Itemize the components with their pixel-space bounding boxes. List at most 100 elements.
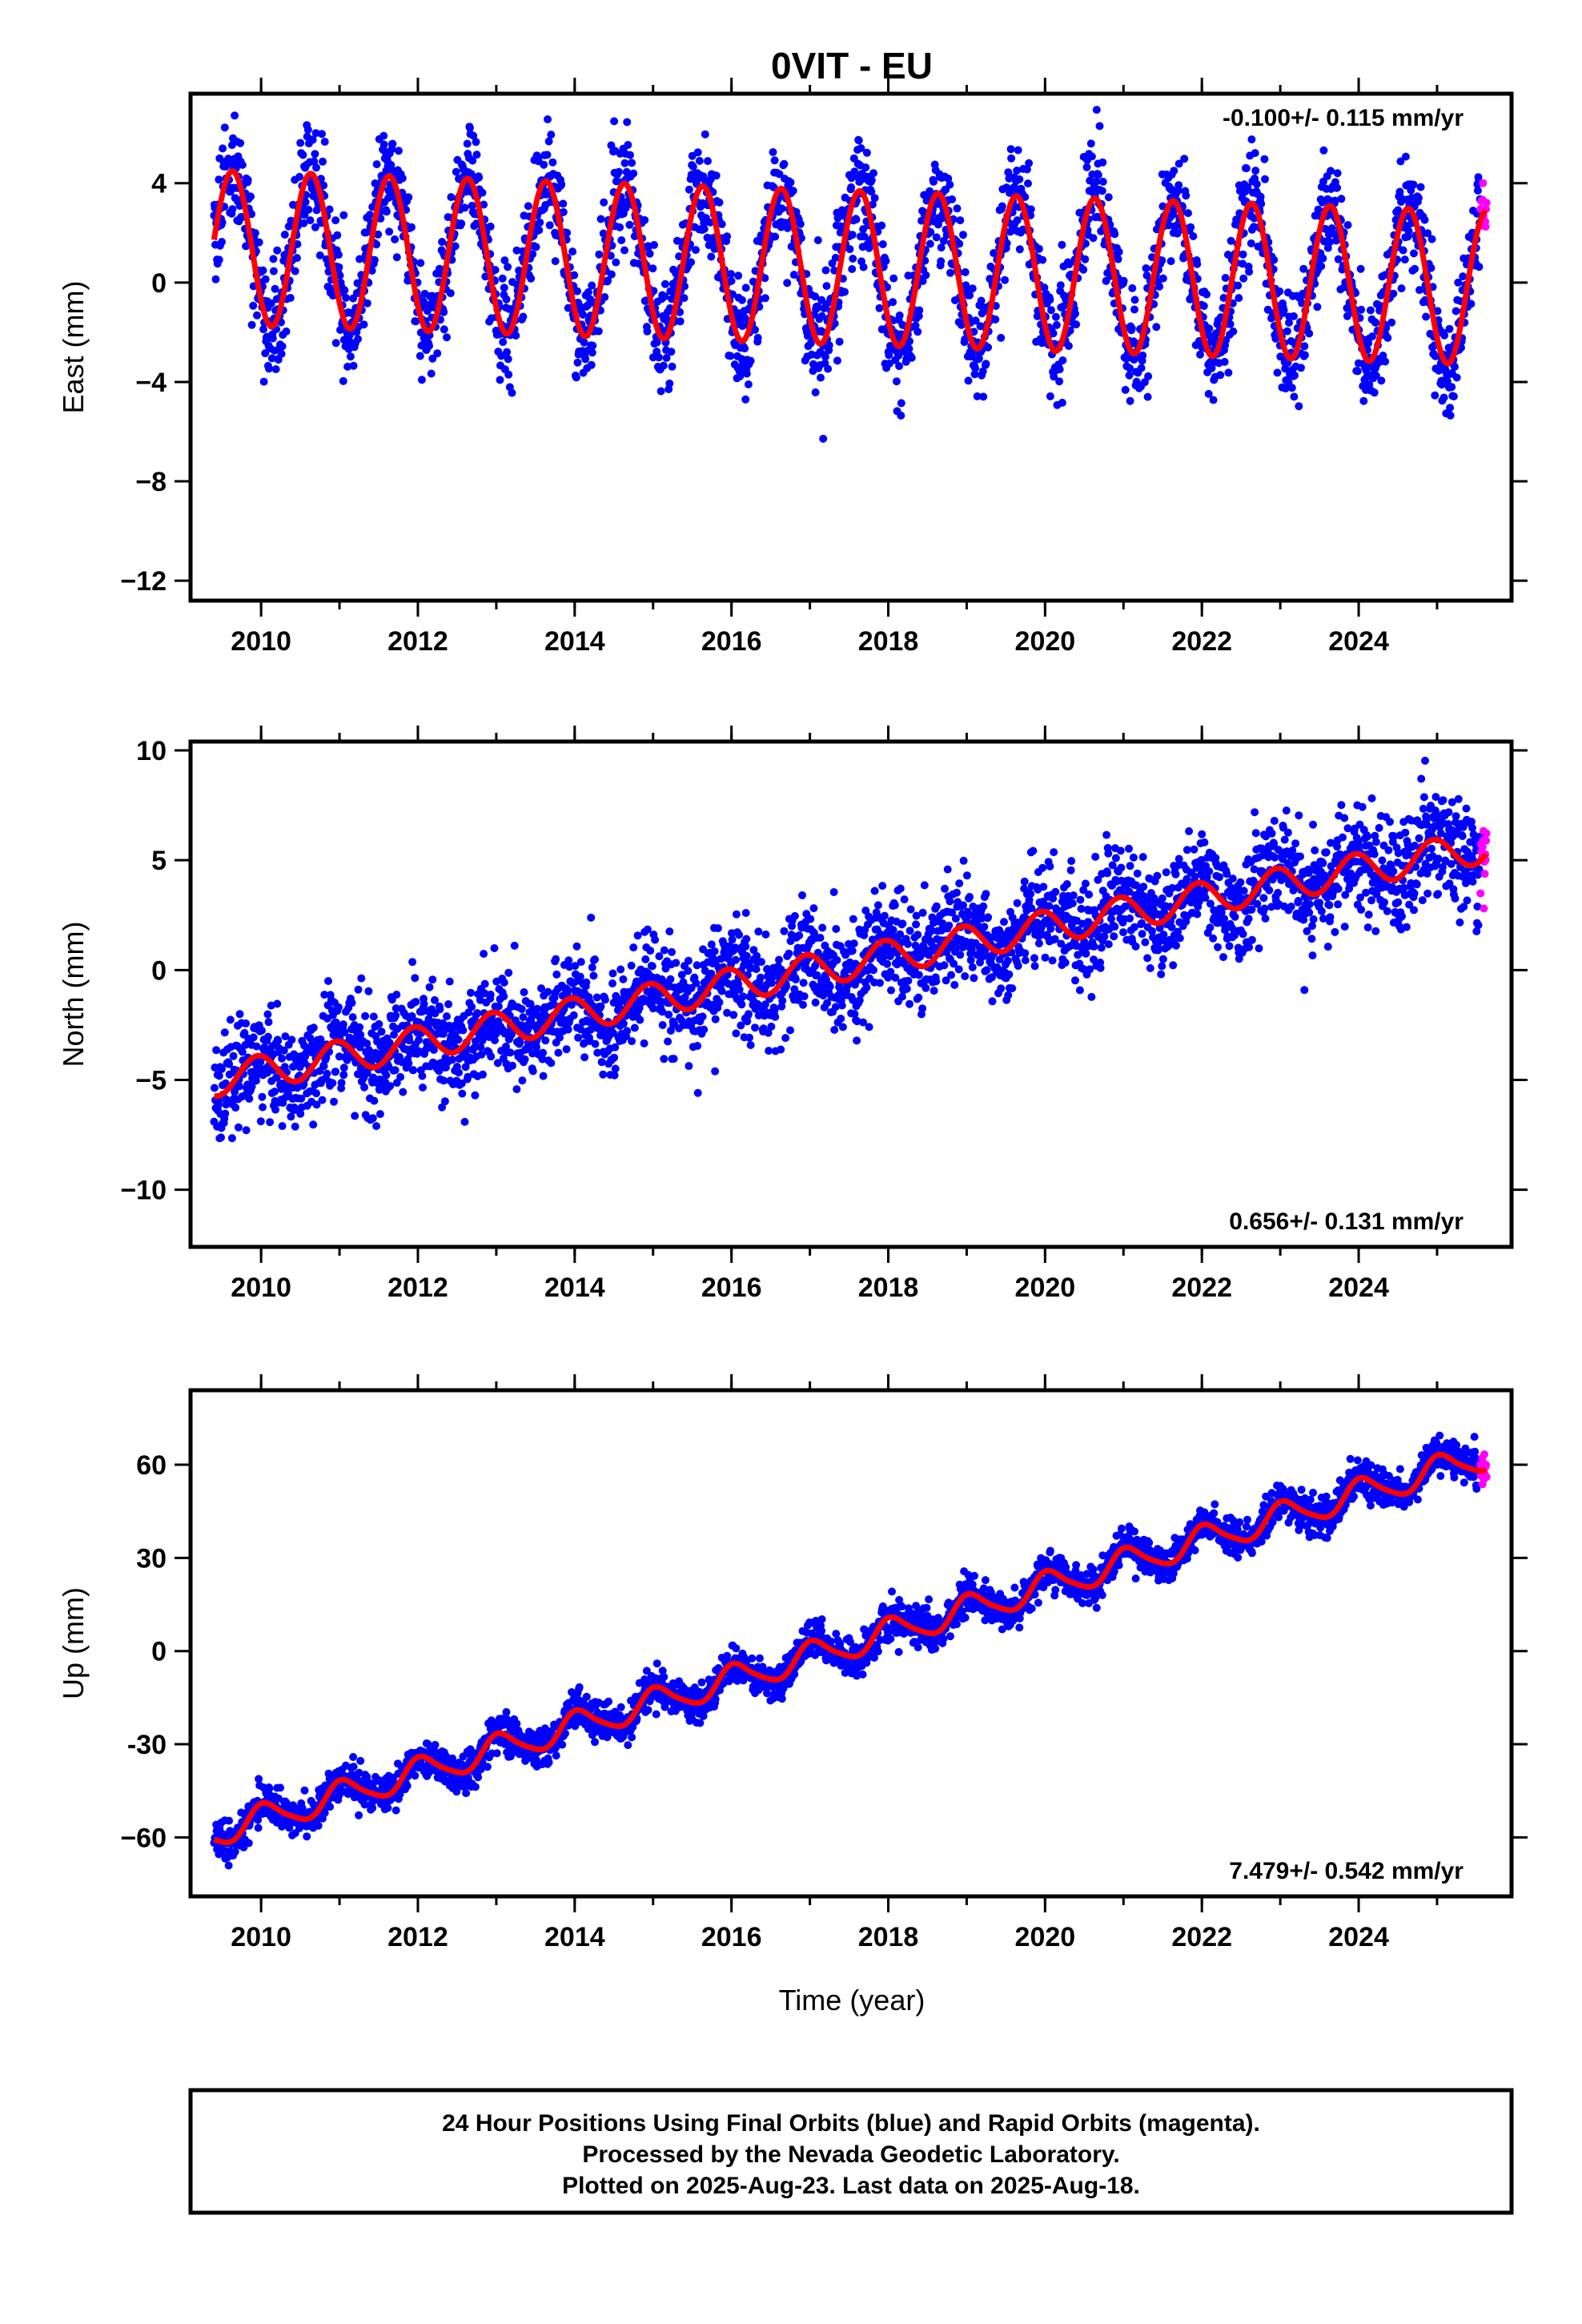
- east-final-point: [228, 205, 237, 214]
- east-final-point: [339, 376, 347, 385]
- east-final-point: [624, 141, 632, 149]
- east-final-point: [780, 159, 789, 168]
- north-final-point: [518, 1076, 527, 1085]
- east-final-point: [1475, 263, 1484, 271]
- east-final-point: [385, 227, 394, 236]
- east-final-point: [325, 205, 334, 214]
- north-final-point: [1020, 877, 1029, 886]
- north-final-point: [640, 1039, 648, 1047]
- north-final-point: [809, 904, 818, 913]
- east-final-point: [379, 131, 388, 140]
- north-final-point: [537, 984, 545, 993]
- east-final-point: [1205, 324, 1214, 333]
- east-final-point: [726, 352, 735, 360]
- east-final-point: [648, 264, 657, 273]
- east-final-point: [497, 352, 506, 360]
- north-final-point: [217, 1133, 225, 1142]
- east-final-point: [504, 370, 513, 379]
- north-final-point: [862, 983, 871, 992]
- north-final-point: [837, 1001, 846, 1010]
- east-final-point: [905, 337, 913, 346]
- east-final-point: [524, 202, 532, 211]
- east-final-point: [1155, 282, 1164, 291]
- north-final-point: [597, 1058, 606, 1067]
- north-final-point: [227, 1134, 236, 1143]
- north-final-point: [959, 856, 968, 865]
- east-final-point: [878, 240, 887, 248]
- north-panel: 2010 2012 2014 2016 2018 2020 2022 20241050−5−1…: [57, 726, 1528, 1303]
- north-final-point: [1021, 956, 1030, 965]
- north-final-point: [357, 974, 366, 983]
- east-final-point: [498, 274, 507, 283]
- east-final-point: [331, 216, 340, 225]
- north-final-point: [528, 1067, 537, 1076]
- east-final-point: [1058, 356, 1067, 364]
- north-final-point: [337, 1079, 346, 1088]
- east-final-point: [581, 355, 590, 364]
- east-final-point: [331, 339, 340, 348]
- east-final-point: [1411, 264, 1419, 273]
- north-final-point: [599, 1070, 608, 1079]
- north-final-point: [865, 1023, 873, 1031]
- north-final-point: [921, 983, 930, 992]
- east-final-point: [676, 308, 685, 316]
- east-final-point: [231, 111, 239, 120]
- north-final-point: [684, 967, 693, 975]
- east-final-point: [821, 352, 829, 361]
- east-final-point: [1158, 274, 1167, 283]
- east-final-point: [623, 118, 632, 127]
- east-x-tick-label: 2022: [1171, 626, 1232, 657]
- east-final-point: [1082, 163, 1091, 171]
- east-final-point: [259, 377, 268, 386]
- east-final-point: [661, 292, 669, 301]
- east-final-point: [1098, 187, 1106, 195]
- north-final-point: [273, 999, 282, 1008]
- east-final-point: [452, 167, 460, 176]
- east-final-point: [1052, 320, 1061, 329]
- east-final-point: [789, 271, 798, 279]
- east-y-axis-label: East (mm): [57, 281, 90, 414]
- east-final-point: [675, 252, 684, 261]
- east-final-point: [984, 343, 993, 352]
- east-final-point: [616, 223, 624, 231]
- east-final-point: [643, 327, 652, 336]
- north-final-point: [541, 1036, 550, 1045]
- east-final-point: [1319, 146, 1328, 155]
- north-final-point: [1039, 883, 1048, 891]
- north-final-point: [940, 961, 949, 970]
- east-final-point: [659, 361, 668, 370]
- north-final-point: [623, 1027, 632, 1035]
- north-final-point: [392, 991, 401, 999]
- east-final-point: [1094, 171, 1102, 179]
- east-final-point: [315, 251, 324, 259]
- east-final-point: [1467, 300, 1476, 308]
- east-final-point: [712, 171, 721, 180]
- east-final-point: [946, 180, 954, 189]
- east-final-point: [1001, 275, 1010, 284]
- east-x-tick-label: 2014: [544, 626, 605, 657]
- north-final-point: [825, 982, 834, 991]
- north-final-point: [668, 947, 676, 956]
- north-final-point: [880, 911, 889, 920]
- north-final-point: [628, 1037, 636, 1046]
- east-final-point: [905, 344, 913, 353]
- east-final-point: [868, 200, 877, 209]
- east-final-point: [319, 181, 328, 190]
- north-final-point: [629, 943, 638, 952]
- east-final-point: [545, 221, 554, 230]
- east-final-point: [280, 231, 289, 239]
- east-final-point: [620, 159, 629, 167]
- east-final-point: [333, 231, 342, 239]
- north-final-point: [1030, 962, 1039, 971]
- east-y-tick-label: 0: [151, 268, 167, 299]
- north-final-point: [968, 963, 977, 971]
- east-final-point: [1370, 388, 1379, 397]
- east-final-point: [889, 298, 897, 307]
- east-final-point: [1121, 385, 1130, 394]
- east-final-point: [295, 172, 304, 181]
- north-final-point: [735, 931, 744, 939]
- north-final-point: [932, 902, 941, 911]
- north-final-point: [651, 935, 660, 944]
- north-final-point: [876, 979, 884, 987]
- east-final-point: [219, 144, 227, 153]
